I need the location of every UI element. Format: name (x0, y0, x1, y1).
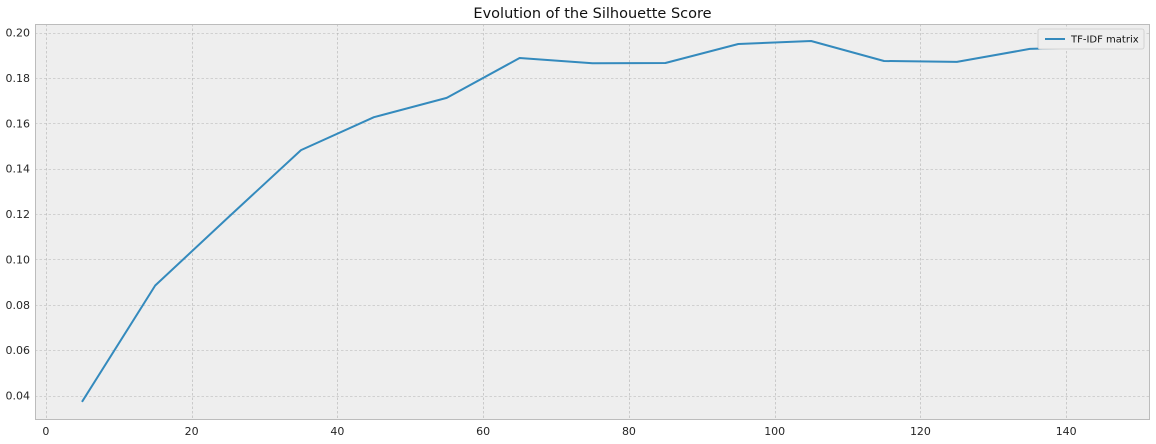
plot-area (35, 24, 1150, 420)
x-tick-label: 20 (185, 425, 199, 438)
data-point (154, 285, 156, 287)
data-point (956, 61, 958, 63)
legend-box (1037, 28, 1145, 50)
y-tick-label: 0.06 (6, 344, 31, 357)
x-tick-label: 100 (764, 425, 785, 438)
data-point (1029, 48, 1031, 50)
data-point (227, 216, 229, 218)
data-point (664, 62, 666, 64)
data-point (373, 116, 375, 118)
data-point (592, 62, 594, 64)
chart-title: Evolution of the Silhouette Score (473, 6, 711, 22)
y-tick-label: 0.20 (6, 27, 31, 40)
data-point (737, 43, 739, 45)
data-point (519, 57, 521, 59)
legend-label: TF-IDF matrix (1070, 35, 1139, 46)
x-tick-label: 40 (330, 425, 344, 438)
data-point (446, 97, 448, 99)
x-tick-label: 80 (622, 425, 636, 438)
y-tick-label: 0.16 (6, 117, 31, 130)
x-tick-label: 0 (42, 425, 49, 438)
series-layer (81, 40, 1104, 403)
grid-lines (35, 24, 1150, 420)
data-point (883, 60, 885, 62)
x-tick-label: 60 (476, 425, 490, 438)
series-line (81, 40, 1104, 403)
x-tick-label: 140 (1056, 425, 1077, 438)
plot-border (35, 24, 1150, 420)
y-tick-label: 0.10 (6, 253, 31, 266)
data-point (81, 400, 83, 402)
axis-ticks: 0 20 40 60 80 100 120 140 0.04 0.06 0.08 0.10 0.12 0.… (6, 27, 1077, 438)
y-tick-label: 0.08 (6, 299, 31, 312)
y-tick-label: 0.04 (6, 390, 31, 403)
legend: TF-IDF matrix (1037, 28, 1145, 50)
y-tick-label: 0.18 (6, 72, 31, 85)
y-tick-label: 0.12 (6, 208, 31, 221)
data-point (810, 40, 812, 42)
y-tick-label: 0.14 (6, 163, 31, 176)
x-tick-label: 120 (910, 425, 931, 438)
data-point (300, 149, 302, 151)
